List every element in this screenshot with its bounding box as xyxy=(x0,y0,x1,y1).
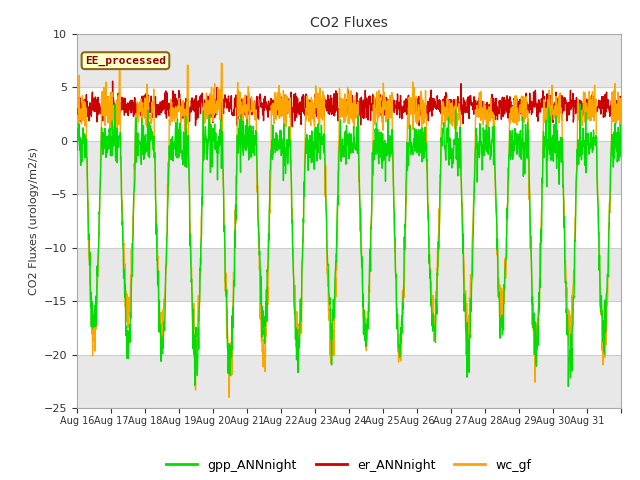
Bar xyxy=(77,87,621,141)
Bar xyxy=(77,194,621,248)
Bar xyxy=(77,141,621,194)
Bar xyxy=(77,34,621,87)
Title: CO2 Fluxes: CO2 Fluxes xyxy=(310,16,388,30)
Bar xyxy=(77,248,621,301)
Bar xyxy=(77,301,621,355)
Legend: gpp_ANNnight, er_ANNnight, wc_gf: gpp_ANNnight, er_ANNnight, wc_gf xyxy=(161,454,536,477)
Bar xyxy=(77,355,621,408)
Text: EE_processed: EE_processed xyxy=(85,56,166,66)
Y-axis label: CO2 Fluxes (urology/m2/s): CO2 Fluxes (urology/m2/s) xyxy=(29,147,40,295)
